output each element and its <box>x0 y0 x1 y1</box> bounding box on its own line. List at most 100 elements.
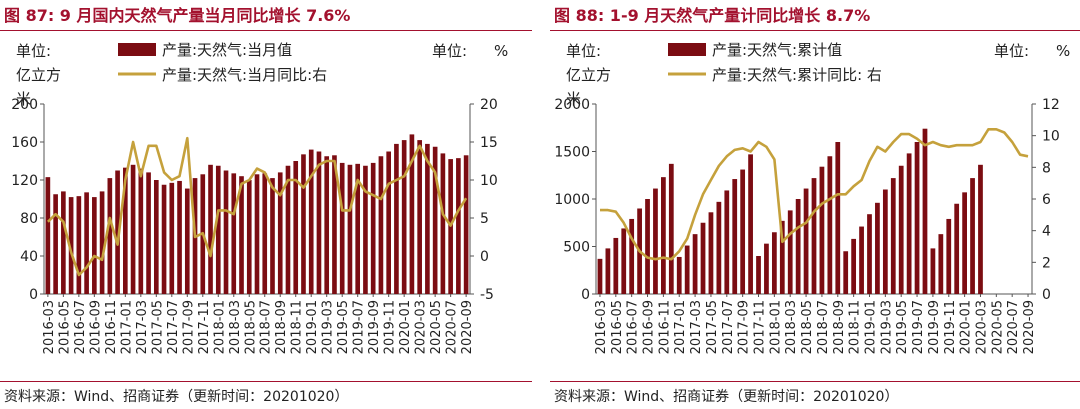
bar <box>803 188 809 294</box>
bar <box>301 154 306 294</box>
bar <box>843 251 849 294</box>
left-axis-tick-label: 200 <box>11 97 38 113</box>
chart-panel-right: 图 88: 1-9 月天然气产量计同比增长 8.7% 单位: 亿立方米 单位:% 产量… <box>550 0 1080 409</box>
x-axis-tick-label: 2018-07 <box>259 300 274 354</box>
x-axis-tick-label: 2020-07 <box>445 300 460 354</box>
source-note: 资料来源：Wind、招商证券（更新时间：20201020） <box>554 389 899 405</box>
x-axis-tick-label: 2016-11 <box>657 300 672 354</box>
bar <box>890 178 896 294</box>
bar <box>882 189 888 294</box>
x-axis-tick-label: 2018-07 <box>816 300 831 354</box>
bar <box>835 142 841 294</box>
x-axis-tick-label: 2019-03 <box>321 300 336 354</box>
bar <box>970 178 975 294</box>
bar <box>68 197 74 294</box>
bar <box>169 182 175 294</box>
bar <box>316 151 322 294</box>
bar <box>107 178 113 294</box>
bar <box>308 149 314 294</box>
unit-label-left: 亿立方 <box>16 66 61 84</box>
x-axis-tick-label: 2019-03 <box>879 300 894 354</box>
bar <box>184 188 190 294</box>
x-axis-tick-label: 2016-05 <box>610 300 625 354</box>
bar <box>938 234 944 294</box>
left-axis-tick-label: 2000 <box>554 97 590 113</box>
right-axis-tick-label: 0 <box>480 249 489 265</box>
bar <box>629 218 635 294</box>
bar <box>827 156 833 294</box>
x-axis-tick-label: 2016-07 <box>626 300 641 354</box>
bar <box>378 156 384 294</box>
figure-title: 图 87: 9 月国内天然气产量当月同比增长 7.6% <box>4 6 351 25</box>
x-axis-tick-label: 2018-03 <box>228 300 243 354</box>
bar <box>138 168 144 294</box>
left-axis-tick-label: 120 <box>11 173 38 189</box>
x-axis-tick-label: 2017-01 <box>673 300 688 354</box>
x-axis-tick-label: 2017-03 <box>135 300 150 354</box>
bar <box>53 194 58 294</box>
right-axis-tick-label: 12 <box>1042 97 1060 113</box>
bar <box>668 163 674 294</box>
bar <box>946 218 952 294</box>
unit-label-left: 单位: <box>16 42 51 60</box>
x-axis-tick-label: 2018-11 <box>290 300 305 354</box>
bar <box>332 155 337 294</box>
bar <box>425 143 430 294</box>
bar <box>859 226 864 294</box>
x-axis-tick-label: 2017-03 <box>689 300 704 354</box>
bar <box>676 256 682 294</box>
title-rule <box>0 30 532 31</box>
x-axis-tick-label: 2020-05 <box>429 300 444 354</box>
bar <box>779 220 785 294</box>
bar <box>653 188 658 294</box>
source-rule <box>0 381 532 382</box>
x-axis-tick-label: 2020-01 <box>959 300 974 354</box>
right-axis-tick-label: 8 <box>1042 160 1051 176</box>
legend-swatch-bar <box>118 43 156 56</box>
bar <box>355 163 361 294</box>
bar <box>246 180 252 294</box>
bar <box>386 151 391 294</box>
right-axis-tick-label: 4 <box>1042 224 1051 240</box>
bar <box>99 191 105 294</box>
bar <box>645 199 650 294</box>
bar <box>61 191 66 294</box>
bar <box>347 164 353 294</box>
bar <box>394 143 399 294</box>
bar <box>930 248 936 294</box>
x-axis-tick-label: 2018-11 <box>848 300 863 354</box>
x-axis-tick-label: 2020-03 <box>414 300 429 354</box>
left-axis-tick-label: 500 <box>563 240 590 256</box>
bar <box>661 177 666 294</box>
x-axis-tick-label: 2020-09 <box>1022 300 1037 354</box>
bar <box>732 179 738 294</box>
x-axis-tick-label: 2020-07 <box>1006 300 1021 354</box>
bar <box>262 173 268 294</box>
bar <box>463 155 469 294</box>
bar <box>285 165 291 294</box>
bar <box>819 166 825 294</box>
bar <box>76 196 82 294</box>
bar <box>954 203 960 294</box>
right-axis-tick-label: 10 <box>1042 129 1060 145</box>
source-note: 资料来源：Wind、招商证券（更新时间：20201020） <box>4 389 349 405</box>
bar <box>906 153 912 294</box>
x-axis-tick-label: 2017-11 <box>197 300 212 354</box>
bar <box>324 156 330 294</box>
left-axis-tick-label: 1500 <box>554 145 590 161</box>
figure-title: 图 88: 1-9 月天然气产量计同比增长 8.7% <box>554 6 871 25</box>
bar <box>123 167 128 294</box>
bar <box>962 192 967 294</box>
x-axis-tick-label: 2019-05 <box>336 300 351 354</box>
x-axis-tick-label: 2016-03 <box>42 300 57 354</box>
x-axis-tick-label: 2019-09 <box>367 300 382 354</box>
legend-swatch-bar <box>668 43 706 56</box>
bar <box>914 142 920 294</box>
bar <box>621 228 627 294</box>
x-axis-tick-label: 2018-05 <box>800 300 815 354</box>
unit-label-right: 单位: <box>994 42 1029 60</box>
x-axis-tick-label: 2019-11 <box>943 300 958 354</box>
source-rule <box>550 381 1080 382</box>
bar <box>409 134 415 294</box>
x-axis-tick-label: 2020-01 <box>398 300 413 354</box>
